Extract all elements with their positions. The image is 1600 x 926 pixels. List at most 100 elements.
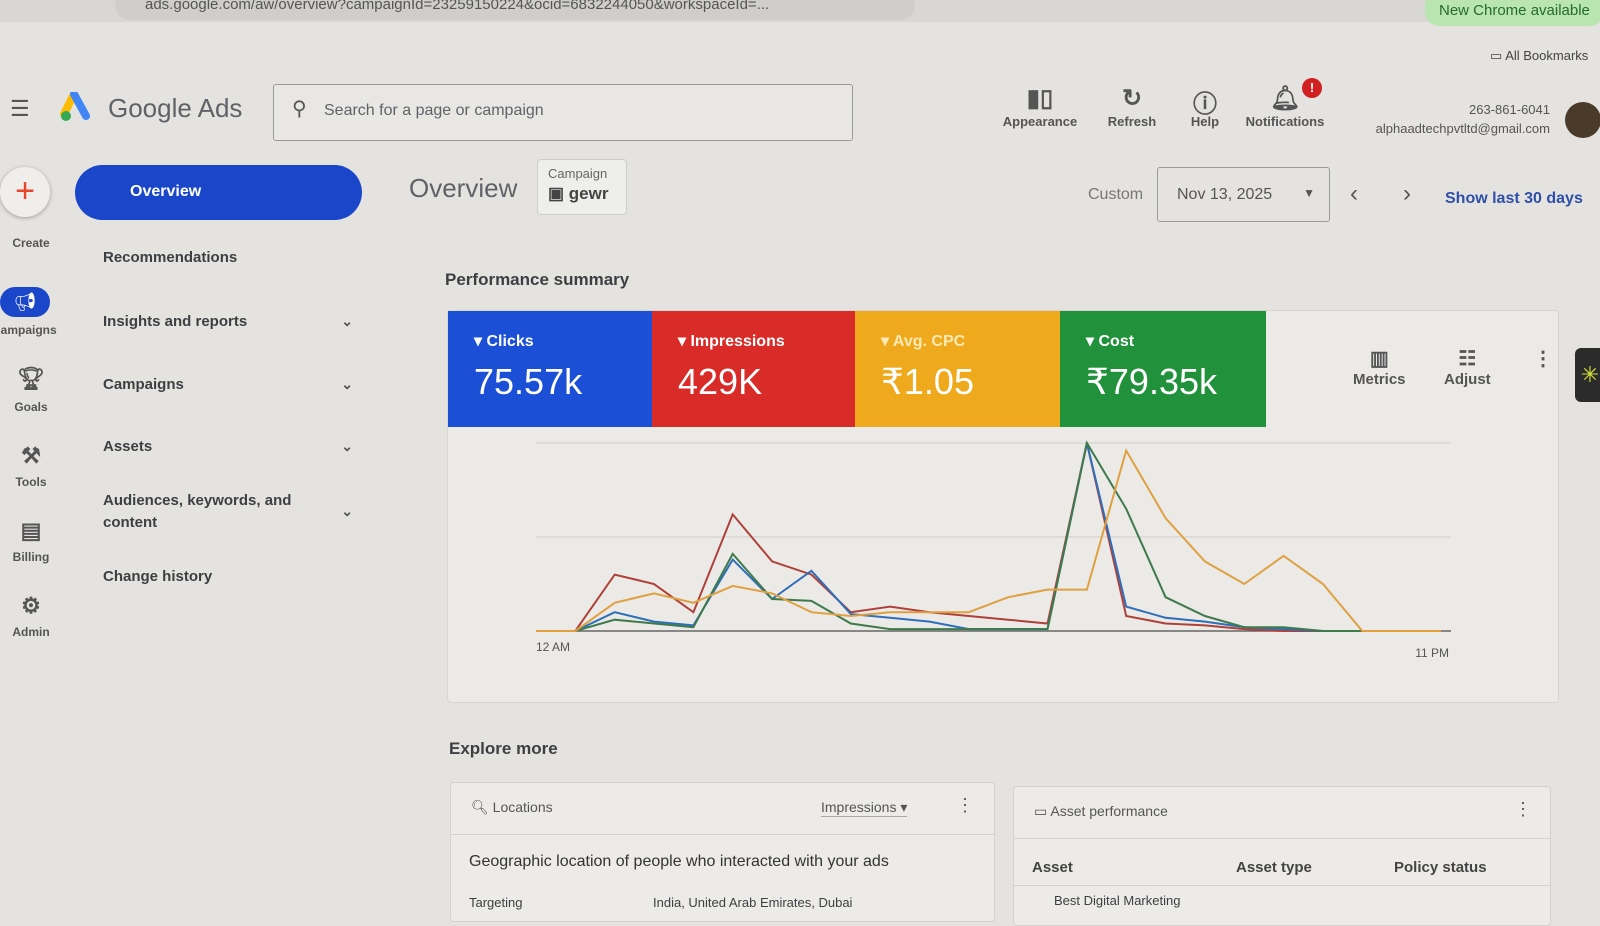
locations-title: Locations [492, 799, 553, 815]
google-ads-logo [60, 92, 90, 121]
metrics-label: Metrics [1353, 371, 1406, 388]
targeting-label: Targeting [469, 895, 523, 910]
date-picker[interactable]: Nov 13, 2025 ▼ [1157, 167, 1330, 222]
nav-recommendations[interactable]: Recommendations [103, 249, 238, 266]
help-icon: ⓘ [1193, 91, 1217, 118]
series-line-cost [536, 440, 1441, 632]
notifications-button[interactable]: 🔔︎ Notifications [1240, 84, 1330, 129]
metric-tile-avg-cpc[interactable]: ▾ Avg. CPC ₹1.05 [855, 311, 1060, 427]
metrics-icon: ▥ [1369, 348, 1389, 370]
date-mode: Custom [1088, 186, 1144, 203]
nav-overview[interactable]: Overview [75, 165, 362, 220]
more-options-icon[interactable]: ⋮ [1533, 348, 1553, 370]
x-tick-label: 11 PM [1415, 646, 1449, 660]
refresh-icon: ↻ [1121, 85, 1143, 112]
locations-metric-dropdown[interactable]: Impressions ▾ [821, 799, 908, 817]
nav-label: Campaigns [103, 376, 184, 393]
new-chrome-button[interactable]: New Chrome available [1425, 0, 1600, 26]
notification-badge: ! [1302, 78, 1322, 98]
metric-tile-cost[interactable]: ▾ Cost ₹79.35k [1060, 311, 1266, 427]
metric-label: Clicks [486, 333, 534, 350]
metric-value: 429K [678, 361, 763, 402]
trophy-icon: 🏆︎ [17, 366, 45, 391]
page-title: Overview [409, 173, 518, 203]
refresh-button[interactable]: ↻ Refresh [1100, 84, 1164, 129]
metric-value: ₹79.35k [1086, 361, 1217, 402]
more-options-icon[interactable]: ⋮ [1514, 799, 1532, 819]
locations-card: 🔍︎ Locations Impressions ▾ ⋮ Geographic … [450, 782, 995, 922]
folder-icon: ▭ [1490, 48, 1503, 63]
side-panel-toggle[interactable]: ✳ [1575, 348, 1600, 402]
rail-create[interactable]: Create [12, 236, 50, 250]
tools-icon: ⚒ [21, 443, 41, 468]
targeting-value: India, United Arab Emirates, Dubai [653, 895, 853, 910]
avatar[interactable] [1565, 102, 1600, 138]
date-value: Nov 13, 2025 [1177, 186, 1273, 203]
app-name: Google Ads [108, 93, 243, 123]
help-label: Help [1190, 114, 1220, 129]
bookmarks-label: All Bookmarks [1505, 48, 1589, 63]
menu-icon[interactable]: ☰ [10, 96, 30, 121]
asset-performance-title: Asset performance [1050, 803, 1168, 819]
locations-header: 🔍︎ Locations Impressions ▾ ⋮ [451, 783, 994, 835]
rail-campaigns[interactable]: Campaigns [0, 323, 57, 337]
nav-label: Insights and reports [103, 313, 248, 330]
adjust-button[interactable]: ☷ Adjust [1444, 346, 1491, 388]
rail-tools[interactable]: Tools [15, 475, 47, 489]
search-input[interactable]: Search for a page or campaign [273, 84, 853, 141]
nav-assets[interactable]: Assets ⌄ [103, 438, 353, 455]
appearance-button[interactable]: ▮▯ Appearance [1000, 84, 1080, 129]
metric-value: ₹1.05 [881, 361, 974, 402]
plus-icon[interactable]: + [0, 167, 50, 217]
column-header-policy-status[interactable]: Policy status [1394, 859, 1487, 876]
performance-summary-title: Performance summary [445, 270, 630, 289]
campaign-name: gewr [568, 184, 609, 203]
asset-performance-header: ▭ Asset performance ⋮ [1014, 787, 1550, 839]
chevron-down-icon: ⌄ [341, 503, 353, 519]
metric-label: Impressions [690, 333, 785, 350]
account-id: 263-861-6041 [1469, 102, 1550, 117]
x-tick-label: 12 AM [536, 640, 570, 654]
campaign-icon: ▣ [548, 184, 565, 203]
chevron-down-icon: ⌄ [341, 376, 353, 392]
metric-tile-clicks[interactable]: ▾ Clicks 75.57k [448, 311, 652, 427]
adjust-icon: ☷ [1458, 348, 1477, 370]
locations-description: Geographic location of people who intera… [469, 853, 889, 870]
campaign-selector[interactable]: Campaign ▣ gewr [537, 159, 627, 215]
megaphone-icon[interactable]: 📢︎ [0, 287, 50, 317]
asset-performance-card: ▭ Asset performance ⋮ Asset Asset type Po… [1013, 786, 1551, 926]
account-info[interactable]: 263-861-6041 alphaadtechpvtltd@gmail.com [1355, 100, 1550, 138]
nav-insights[interactable]: Insights and reports ⌄ [103, 313, 353, 330]
gear-icon: ⚙ [21, 593, 41, 618]
account-email: alphaadtechpvtltd@gmail.com [1375, 121, 1550, 136]
previous-date-button[interactable]: ‹ [1350, 180, 1358, 207]
metric-label: Avg. CPC [892, 333, 966, 350]
help-button[interactable]: ⓘ Help [1185, 84, 1225, 129]
rail-goals[interactable]: Goals [14, 400, 48, 414]
campaign-label: Campaign [548, 166, 608, 181]
metric-label: Cost [1098, 333, 1135, 350]
appearance-icon: ▮▯ [1026, 85, 1054, 112]
address-bar[interactable]: ads.google.com/aw/overview?campaignId=23… [115, 0, 915, 20]
metrics-button[interactable]: ▥ Metrics [1353, 346, 1406, 388]
column-header-asset[interactable]: Asset [1032, 859, 1073, 876]
nav-campaigns[interactable]: Campaigns ⌄ [103, 376, 353, 393]
asset-row[interactable]: Best Digital Marketing [1054, 893, 1181, 908]
appearance-label: Appearance [1002, 114, 1078, 129]
metric-dropdown-label: Impressions [821, 799, 897, 815]
search-icon: ⚲ [292, 98, 307, 120]
rail-billing[interactable]: Billing [12, 550, 50, 564]
more-options-icon[interactable]: ⋮ [956, 795, 974, 815]
show-last-30-days-link[interactable]: Show last 30 days [1445, 190, 1583, 207]
chevron-down-icon: ⌄ [341, 313, 353, 329]
nav-label: Assets [103, 438, 153, 455]
all-bookmarks[interactable]: ▭ All Bookmarks [1490, 48, 1588, 64]
next-date-button[interactable]: › [1403, 180, 1411, 207]
metric-tile-impressions[interactable]: ▾ Impressions 429K [652, 311, 855, 427]
rail-admin[interactable]: Admin [12, 625, 50, 639]
nav-change-history[interactable]: Change history [103, 568, 213, 585]
nav-audiences[interactable]: Audiences, keywords, and content ⌄ [103, 490, 353, 534]
chevron-down-icon: ⌄ [341, 438, 353, 454]
billing-icon: ▤ [20, 518, 42, 543]
column-header-asset-type[interactable]: Asset type [1236, 859, 1312, 876]
